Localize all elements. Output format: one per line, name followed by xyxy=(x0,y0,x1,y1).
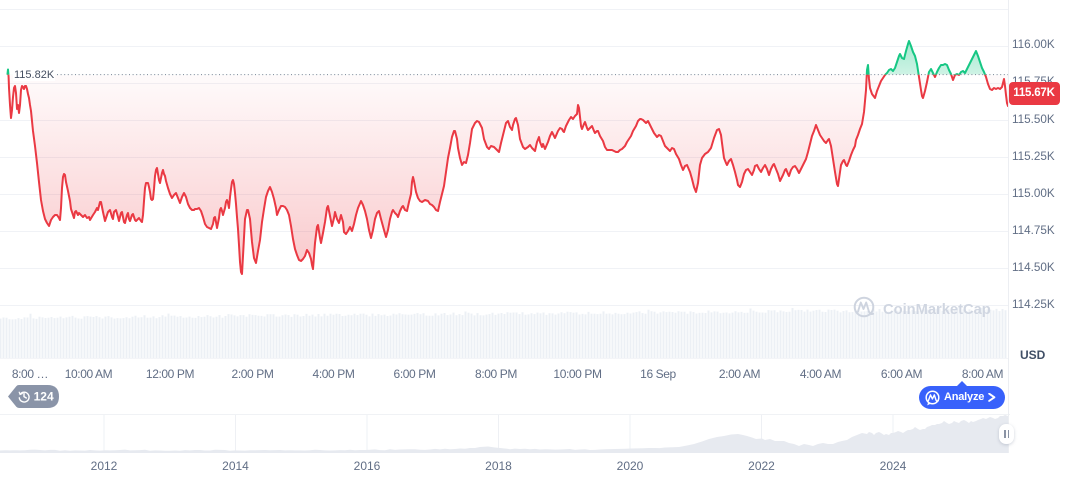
svg-text:124: 124 xyxy=(34,390,54,404)
svg-text:CoinMarketCap: CoinMarketCap xyxy=(883,302,991,318)
